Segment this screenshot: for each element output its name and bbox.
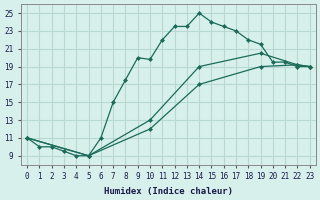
- X-axis label: Humidex (Indice chaleur): Humidex (Indice chaleur): [104, 187, 233, 196]
